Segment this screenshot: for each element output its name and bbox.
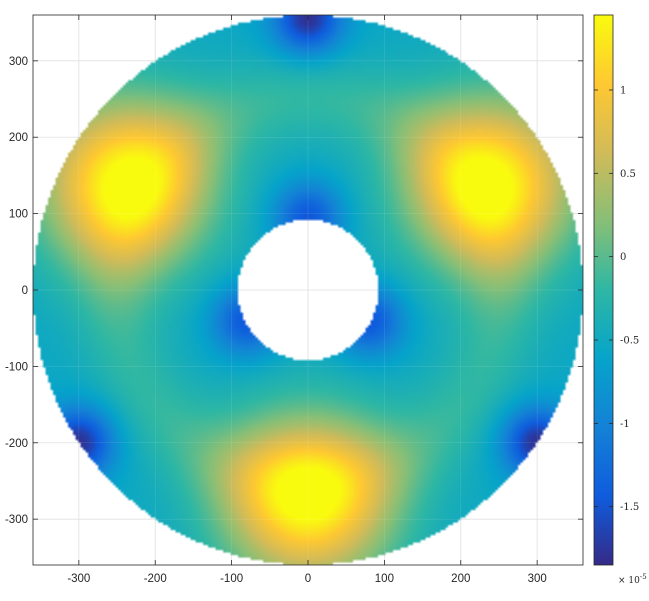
x-tick-label: -300 — [67, 573, 90, 585]
y-axis: 300 200 100 0 -100 -200 -300 — [5, 56, 583, 526]
colorbar-ticks: 1 0.5 0 -0.5 -1 -1.5 — [594, 86, 639, 513]
colorbar-scale-label: × 10-5 — [618, 573, 647, 586]
annulus-heatmap — [33, 15, 583, 565]
grid-overlay — [33, 15, 583, 565]
x-tick-label: 0 — [305, 573, 311, 585]
colorbar-body — [593, 14, 614, 566]
colorbar-scale-prefix: × 10 — [618, 576, 640, 586]
colorbar-tick-label: 1 — [620, 86, 626, 97]
x-tick-label: 200 — [451, 573, 470, 585]
x-tick-label: -200 — [144, 573, 167, 585]
y-tick-label: 100 — [9, 209, 28, 221]
x-axis: -300 -200 -100 0 100 200 300 — [67, 15, 547, 585]
y-tick-label: 0 — [22, 285, 28, 297]
colorbar-tick-label: -1 — [620, 419, 630, 430]
y-tick-label: 300 — [9, 56, 28, 68]
y-tick-label: -200 — [5, 438, 28, 450]
y-tick-label: -300 — [5, 514, 28, 526]
x-tick-label: -100 — [220, 573, 243, 585]
colorbar: 1 0.5 0 -0.5 -1 -1.5 × 10-5 — [593, 14, 647, 586]
y-tick-label: -100 — [5, 361, 28, 373]
colorbar-tick-label: -1.5 — [620, 502, 639, 513]
x-tick-label: 100 — [375, 573, 394, 585]
colorbar-scale-exponent: -5 — [640, 573, 647, 581]
colorbar-tick-label: 0 — [620, 252, 626, 263]
x-tick-label: 300 — [528, 573, 547, 585]
colorbar-tick-label: -0.5 — [620, 336, 639, 347]
colorbar-tick-label: 0.5 — [620, 169, 636, 180]
y-tick-label: 200 — [9, 132, 28, 144]
plot-axes: -300 -200 -100 0 100 200 300 300 200 100 0 -100 -20… — [5, 14, 584, 585]
